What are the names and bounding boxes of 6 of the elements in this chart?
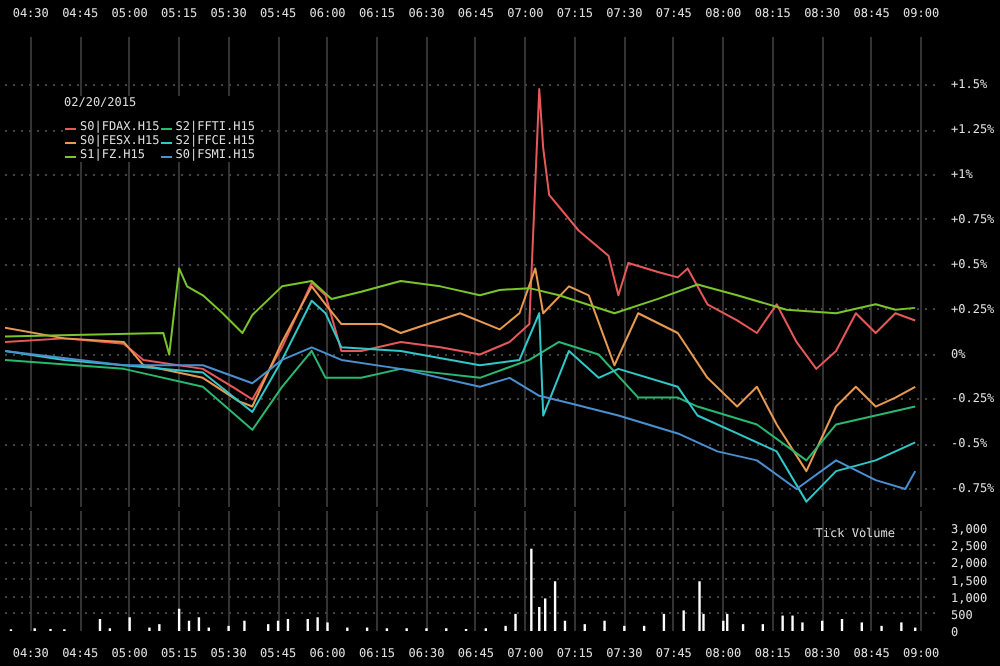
line-series	[5, 346, 917, 491]
line-series	[5, 88, 917, 401]
line-series	[5, 299, 917, 503]
line-series	[5, 267, 917, 473]
line-series	[5, 340, 917, 462]
line-series	[5, 267, 917, 356]
